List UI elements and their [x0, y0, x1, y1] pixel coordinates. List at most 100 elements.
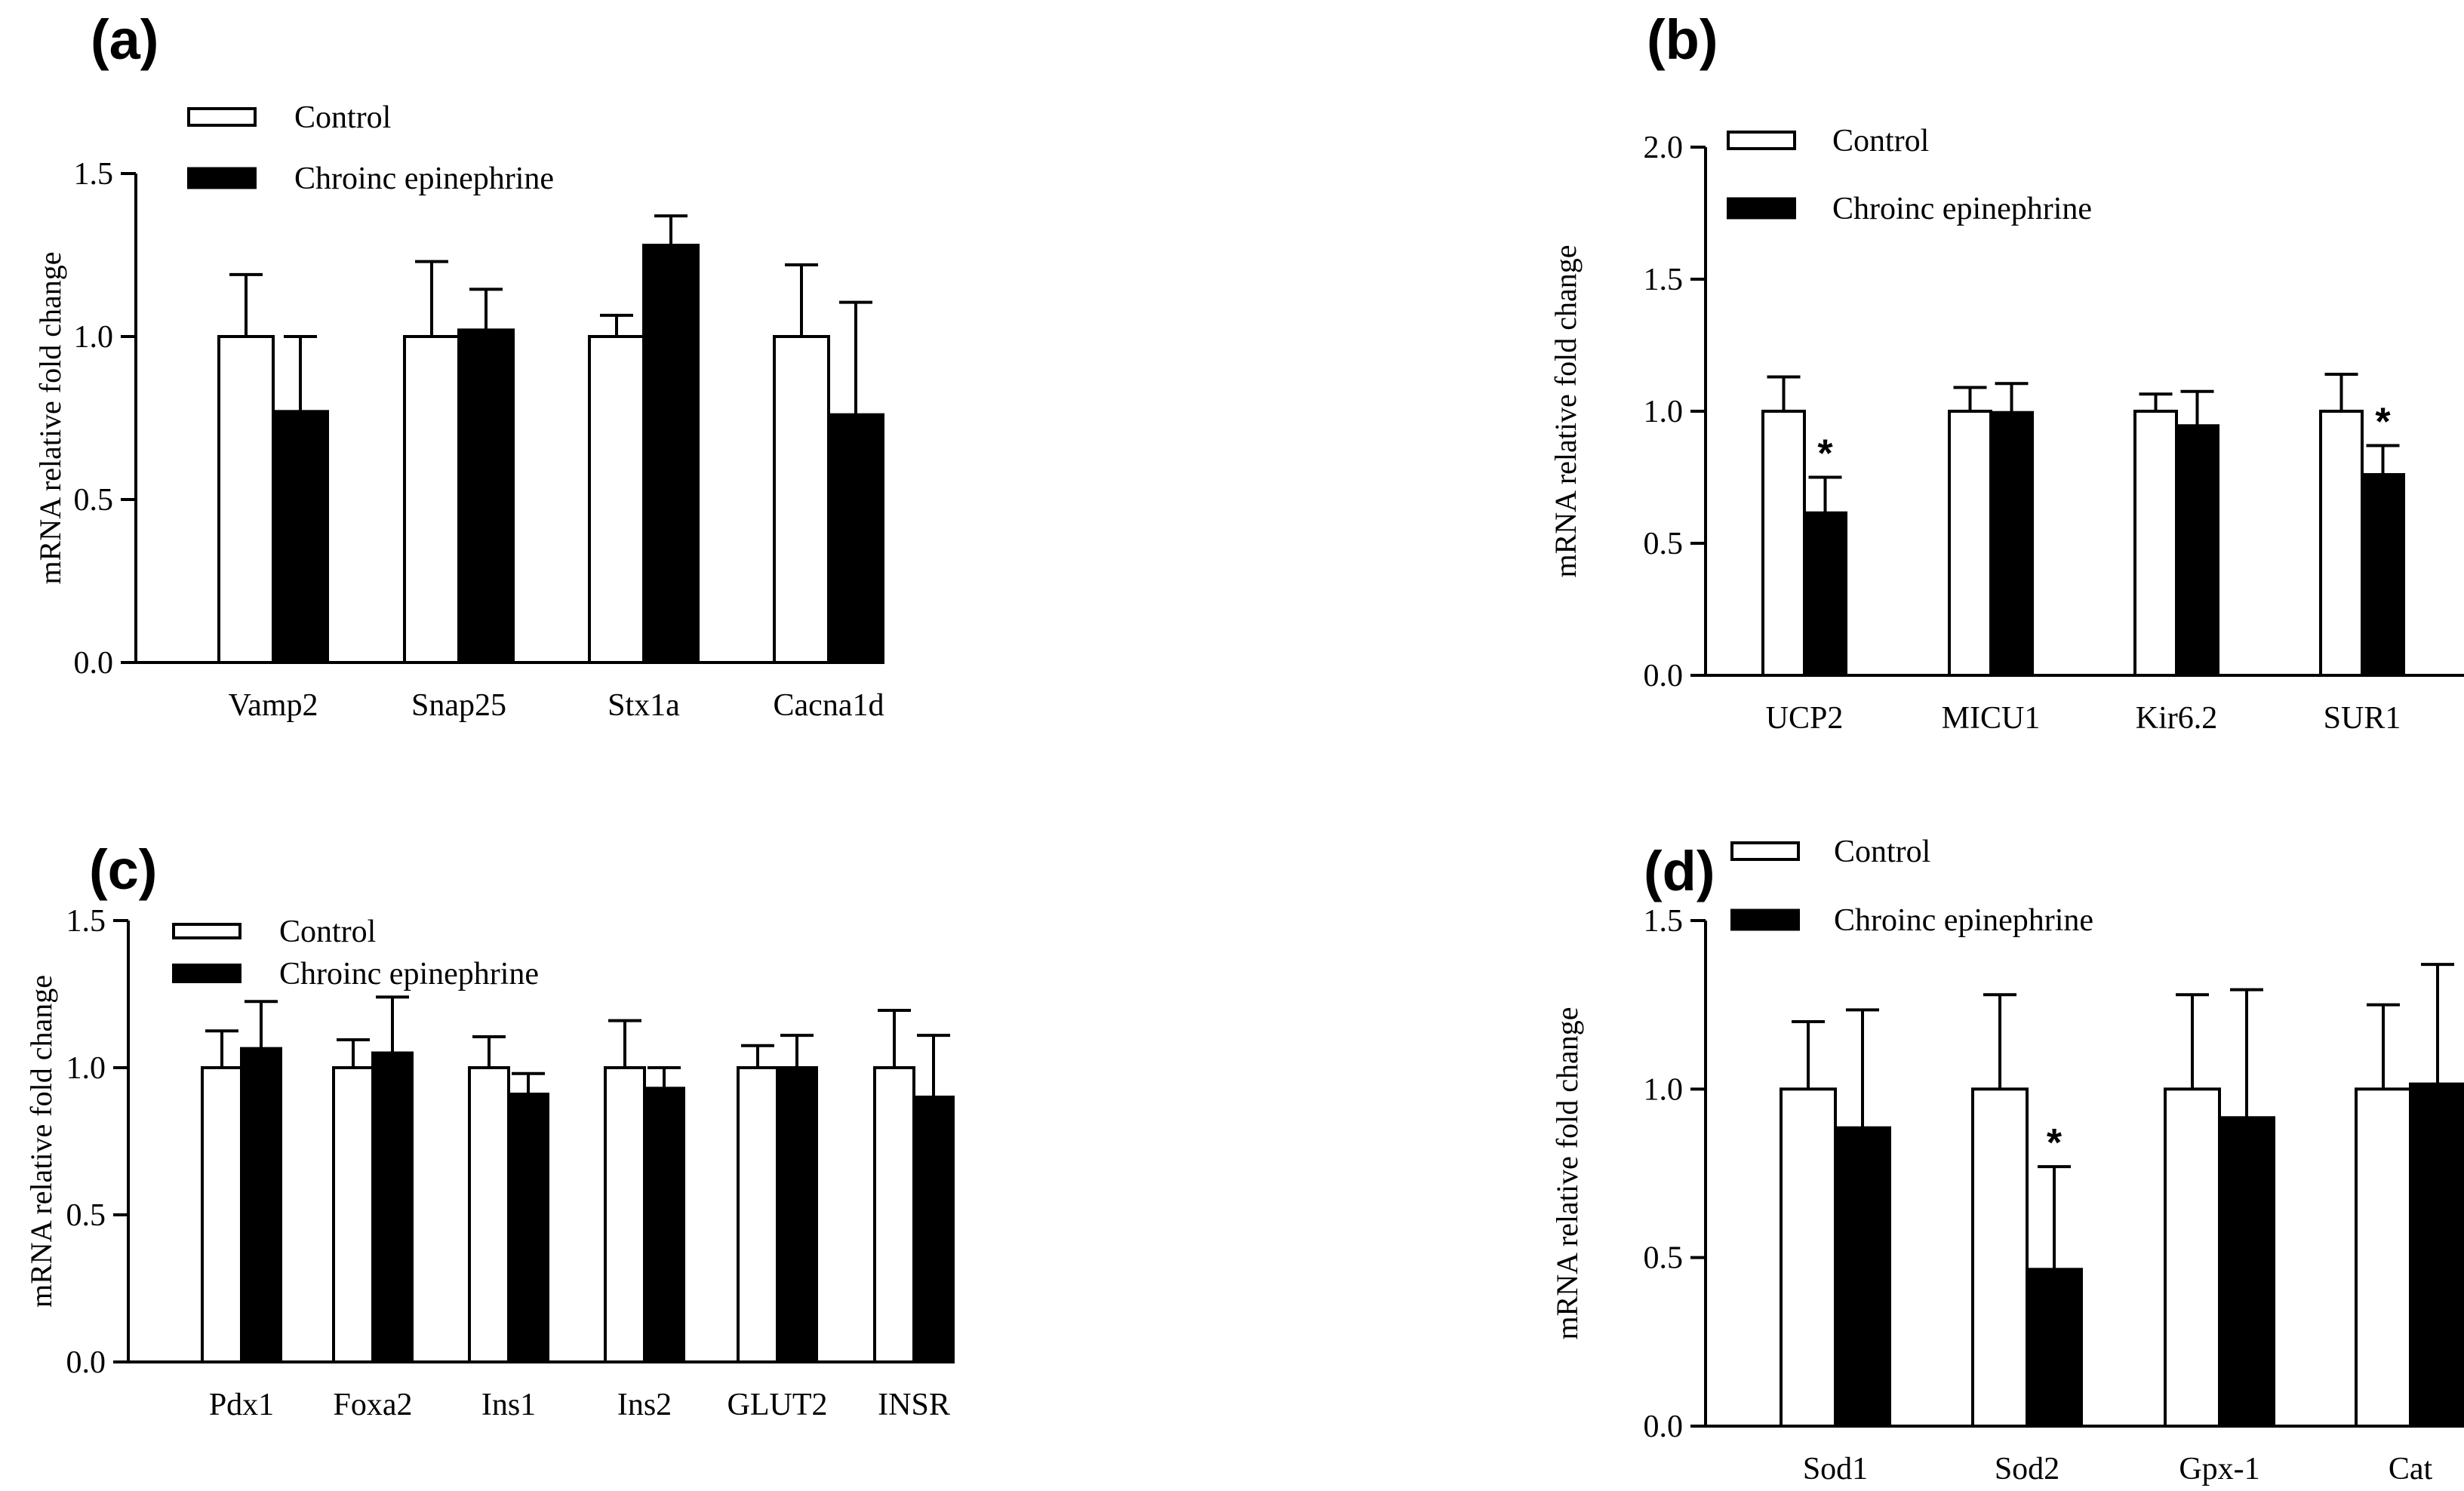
legend-swatch-control	[1727, 131, 1796, 150]
legend-label-epinephrine: Chroinc epinephrine	[279, 957, 539, 991]
bar-epinephrine	[642, 244, 700, 665]
bar-epinephrine	[1989, 410, 2034, 677]
category-label: Vamp2	[229, 688, 318, 723]
legend-label-control: Control	[279, 915, 376, 949]
bar-control	[217, 335, 275, 664]
bar-control	[873, 1066, 915, 1363]
bar-epinephrine	[2218, 1116, 2275, 1428]
bar-epinephrine	[272, 410, 329, 664]
legend-label-epinephrine: Chroinc epinephrine	[1832, 192, 2092, 226]
legend-label-epinephrine: Chroinc epinephrine	[294, 161, 554, 196]
category-label: UCP2	[1766, 701, 1844, 736]
bar-control	[1971, 1087, 2029, 1428]
bar-control	[1761, 410, 1806, 677]
chart-panel-2: (c) 0.0 0.5 1.0 1.5 mRNA relative fold change…	[24, 838, 955, 1422]
y-axis-title: mRNA relative fold change	[24, 975, 58, 1308]
bar-epinephrine	[457, 328, 515, 664]
bar-epinephrine	[2175, 424, 2219, 677]
chart-panel-3: (d) 0.0 0.5 1.0 1.5 mRNA relative fold change…	[1550, 835, 2464, 1486]
y-tick-label: 1.5	[74, 157, 114, 192]
panel-label: (d)	[1644, 840, 1715, 902]
y-tick-label: 0.5	[1644, 527, 1684, 561]
category-label: Foxa2	[334, 1388, 413, 1422]
y-tick-label: 0.0	[66, 1345, 106, 1380]
legend-swatch-epinephrine	[1730, 908, 1800, 931]
category-label: INSR	[878, 1388, 950, 1422]
y-tick-label: 1.5	[1644, 263, 1684, 297]
bar-control	[2319, 410, 2364, 677]
category-label: Kir6.2	[2136, 701, 2218, 736]
legend-swatch-epinephrine	[1727, 197, 1796, 220]
category-label: Cat	[2389, 1452, 2433, 1486]
y-tick-label: 1.5	[1644, 904, 1684, 939]
legend-label-control: Control	[1834, 835, 1930, 869]
bar-epinephrine	[1803, 511, 1847, 677]
chart-panel-1: (b) 0.0 0.5 1.0 1.5 2.0 mRNA relative fold cha…	[1549, 8, 2464, 736]
y-tick-label: 0.5	[66, 1198, 106, 1233]
category-label: Stx1a	[608, 688, 680, 723]
legend-swatch-control	[187, 107, 257, 127]
bar-control	[1780, 1087, 1837, 1428]
chart-panel-0: (a) 0.0 0.5 1.0 1.5 mRNA relative fold change…	[33, 8, 884, 723]
bar-control	[2133, 410, 2178, 677]
legend-swatch-epinephrine	[172, 964, 241, 983]
bar-epinephrine	[2409, 1082, 2464, 1428]
category-label: Sod1	[1803, 1452, 1868, 1486]
bar-control	[201, 1066, 243, 1363]
bar-epinephrine	[912, 1096, 955, 1363]
category-label: Sod2	[1995, 1452, 2059, 1486]
bar-control	[2355, 1087, 2412, 1428]
category-label: Pdx1	[209, 1388, 274, 1422]
bar-epinephrine	[371, 1051, 414, 1363]
legend-swatch-epinephrine	[187, 167, 257, 189]
y-tick-label: 0.0	[74, 646, 114, 681]
y-tick-label: 0.0	[1644, 659, 1684, 693]
bar-control	[403, 335, 460, 664]
legend-label-control: Control	[294, 100, 391, 135]
y-tick-label: 0.5	[1644, 1241, 1684, 1276]
category-label: MICU1	[1942, 701, 2041, 736]
significance-mark: *	[1817, 432, 1833, 476]
y-axis-title: mRNA relative fold change	[1550, 1007, 1584, 1340]
category-label: Gpx-1	[2179, 1452, 2259, 1486]
bar-epinephrine	[776, 1066, 818, 1363]
y-tick-label: 0.0	[1644, 1410, 1684, 1444]
bar-epinephrine	[240, 1047, 282, 1364]
bar-control	[737, 1066, 779, 1363]
category-label: Cacna1d	[774, 688, 884, 723]
bar-control	[1948, 410, 1992, 677]
significance-mark: *	[2047, 1121, 2063, 1165]
category-label: Ins1	[481, 1388, 536, 1422]
legend-swatch-control	[172, 923, 241, 939]
category-label: GLUT2	[728, 1388, 828, 1422]
legend-swatch-control	[1730, 841, 1800, 861]
legend-label-control: Control	[1832, 124, 1929, 158]
y-tick-label: 1.5	[66, 904, 106, 939]
y-axis-title: mRNA relative fold change	[33, 252, 67, 585]
bar-epinephrine	[507, 1093, 549, 1363]
category-label: Snap25	[411, 688, 506, 723]
bar-epinephrine	[2361, 473, 2405, 677]
bar-control	[332, 1066, 374, 1363]
y-tick-label: 1.0	[1644, 1072, 1684, 1107]
panel-label: (a)	[91, 8, 158, 71]
bar-epinephrine	[2026, 1268, 2083, 1428]
panel-label: (b)	[1647, 8, 1718, 71]
y-axis-title: mRNA relative fold change	[1549, 245, 1583, 578]
y-tick-label: 0.5	[74, 483, 114, 518]
bar-control	[604, 1066, 646, 1363]
y-tick-label: 1.0	[66, 1051, 106, 1086]
bar-control	[2164, 1087, 2221, 1428]
y-tick-label: 1.0	[74, 320, 114, 355]
significance-mark: *	[2375, 401, 2391, 444]
panel-label: (c)	[89, 838, 157, 901]
bar-control	[773, 335, 830, 664]
bar-control	[588, 335, 645, 664]
bar-control	[468, 1066, 510, 1363]
bar-epinephrine	[643, 1087, 685, 1364]
bar-epinephrine	[1834, 1126, 1891, 1428]
legend-label-epinephrine: Chroinc epinephrine	[1834, 903, 2093, 938]
y-tick-label: 2.0	[1644, 131, 1684, 165]
category-label: Ins2	[617, 1388, 672, 1422]
